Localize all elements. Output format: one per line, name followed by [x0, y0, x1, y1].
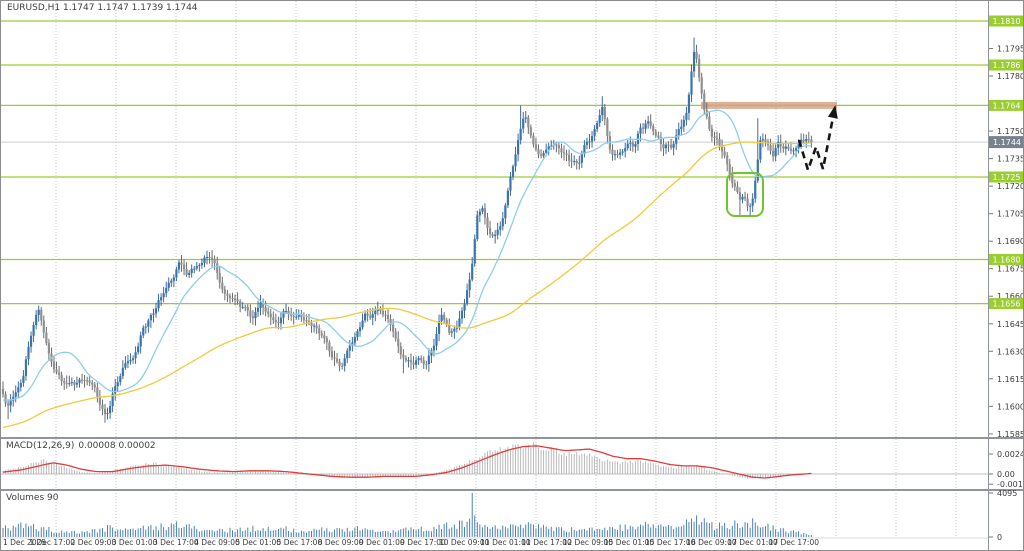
- svg-text:1.1744: 1.1744: [993, 138, 1021, 147]
- svg-text:2 Dec 09:00: 2 Dec 09:00: [71, 538, 117, 547]
- macd-indicator-label: MACD(12,26,9) 0.00008 0.00002: [6, 441, 160, 451]
- svg-text:1.1735: 1.1735: [997, 155, 1024, 164]
- svg-text:17 Dec 01:00: 17 Dec 01:00: [727, 538, 778, 547]
- svg-text:1.1690: 1.1690: [997, 237, 1024, 246]
- svg-text:-0.00127: -0.00127: [997, 480, 1024, 489]
- svg-text:11 Dec 17:00: 11 Dec 17:00: [521, 538, 572, 547]
- macd-signal-line: [2, 445, 812, 479]
- volume-bars: [2, 493, 812, 537]
- level-badge: [989, 15, 1023, 27]
- ma-slow-line: [2, 141, 812, 429]
- svg-text:3 Dec 01:00: 3 Dec 01:00: [112, 538, 158, 547]
- level-badge: [989, 298, 1023, 310]
- svg-text:0.00248: 0.00248: [997, 450, 1024, 459]
- symbol-title: EURUSD,H1 1.1747 1.1747 1.1739 1.1744: [7, 3, 198, 13]
- volumes-indicator-label: Volumes 90: [6, 493, 59, 503]
- svg-text:1.1585: 1.1585: [997, 430, 1024, 439]
- svg-text:4095: 4095: [997, 489, 1017, 498]
- level-badge: [989, 59, 1023, 71]
- svg-text:1.1660: 1.1660: [997, 292, 1024, 301]
- svg-text:5 Dec 17:00: 5 Dec 17:00: [277, 538, 323, 547]
- svg-text:5 Dec 01:00: 5 Dec 01:00: [235, 538, 281, 547]
- price-axis[interactable]: 1.1795 1.1780 1.1750 1.1735 1.1720 1.1705 1.16…: [989, 15, 1024, 543]
- resistance-zone[interactable]: [701, 101, 837, 109]
- svg-text:1.1725: 1.1725: [993, 173, 1021, 182]
- svg-text:1.1645: 1.1645: [997, 320, 1024, 329]
- svg-text:1.1675: 1.1675: [997, 265, 1024, 274]
- svg-text:1 Dec 2025: 1 Dec 2025: [3, 538, 46, 547]
- svg-text:0: 0: [997, 533, 1002, 542]
- svg-text:15 Dec 17:00: 15 Dec 17:00: [645, 538, 696, 547]
- svg-text:1.1786: 1.1786: [993, 61, 1021, 70]
- support-box[interactable]: [726, 172, 764, 217]
- level-badge: [989, 171, 1023, 183]
- level-badge: [989, 99, 1023, 111]
- svg-text:1.1615: 1.1615: [997, 375, 1024, 384]
- price-level-lines[interactable]: [1, 20, 988, 305]
- svg-text:0.00: 0.00: [997, 470, 1015, 479]
- level-badge: [989, 254, 1023, 265]
- svg-text:1.1764: 1.1764: [993, 101, 1021, 110]
- svg-text:16 Dec 09:00: 16 Dec 09:00: [686, 538, 737, 547]
- svg-text:1.1705: 1.1705: [997, 210, 1024, 219]
- svg-text:9 Dec 17:00: 9 Dec 17:00: [400, 538, 446, 547]
- svg-text:10 Dec 09:00: 10 Dec 09:00: [439, 538, 490, 547]
- macd-name: MACD(12,26,9): [6, 441, 75, 451]
- candles-layer: [1, 37, 813, 423]
- trend-arrow[interactable]: [797, 105, 838, 175]
- svg-text:1.1750: 1.1750: [997, 127, 1024, 136]
- svg-text:1.1795: 1.1795: [997, 45, 1024, 54]
- svg-text:1.1720: 1.1720: [997, 182, 1024, 191]
- svg-text:3 Dec 17:00: 3 Dec 17:00: [153, 538, 199, 547]
- pane-separator[interactable]: [1, 437, 1024, 439]
- svg-text:1.1810: 1.1810: [993, 17, 1021, 26]
- macd-values: 0.00008 0.00002: [78, 441, 156, 451]
- svg-text:11 Dec 01:00: 11 Dec 01:00: [480, 538, 531, 547]
- svg-text:1.1600: 1.1600: [997, 402, 1024, 411]
- svg-text:12 Dec 09:00: 12 Dec 09:00: [563, 538, 614, 547]
- svg-text:9 Dec 01:00: 9 Dec 01:00: [359, 538, 405, 547]
- svg-text:1.1780: 1.1780: [997, 72, 1024, 81]
- svg-text:1.1680: 1.1680: [993, 256, 1021, 265]
- svg-text:1.1630: 1.1630: [997, 347, 1024, 356]
- pane-separator[interactable]: [1, 489, 1024, 491]
- arrowhead-icon: [828, 105, 838, 119]
- svg-text:1.1656: 1.1656: [993, 300, 1021, 309]
- svg-text:1 Dec 17:00: 1 Dec 17:00: [29, 538, 75, 547]
- ma-fast-line: [2, 109, 812, 401]
- current-price-badge: [989, 136, 1023, 149]
- svg-text:4 Dec 09:00: 4 Dec 09:00: [194, 538, 240, 547]
- svg-text:8 Dec 09:00: 8 Dec 09:00: [318, 538, 364, 547]
- svg-text:17 Dec 17:00: 17 Dec 17:00: [769, 538, 820, 547]
- svg-text:15 Dec 01:00: 15 Dec 01:00: [604, 538, 655, 547]
